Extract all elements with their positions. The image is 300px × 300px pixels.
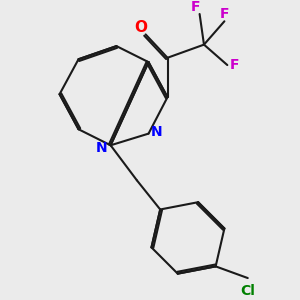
Text: N: N (151, 125, 163, 139)
Text: F: F (190, 0, 200, 14)
Text: F: F (220, 7, 229, 21)
Text: F: F (230, 58, 239, 72)
Text: N: N (96, 141, 108, 155)
Text: O: O (135, 20, 148, 34)
Text: Cl: Cl (240, 284, 255, 298)
